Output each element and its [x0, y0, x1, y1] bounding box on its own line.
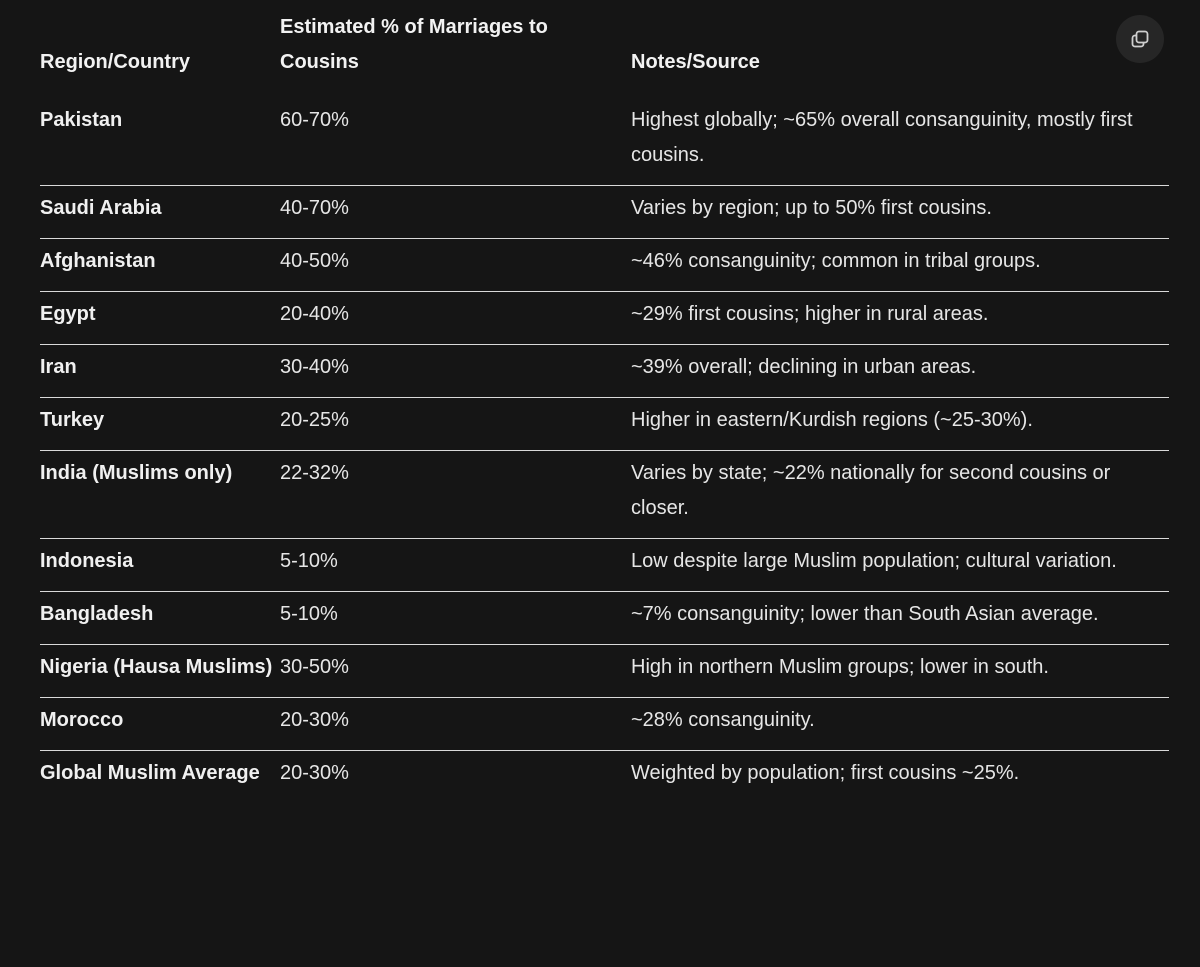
cell-estimate: 20-30% — [280, 698, 631, 751]
cell-region: Nigeria (Hausa Muslims) — [40, 645, 280, 698]
table-grid: Region/Country Estimated % of Marriages … — [40, 0, 1169, 803]
cell-estimate: 20-40% — [280, 292, 631, 345]
cell-estimate: 20-25% — [280, 398, 631, 451]
copy-button[interactable] — [1116, 15, 1164, 63]
cell-estimate: 5-10% — [280, 592, 631, 645]
cell-estimate: 60-70% — [280, 80, 631, 186]
cell-estimate: 22-32% — [280, 451, 631, 539]
cell-estimate: 5-10% — [280, 539, 631, 592]
cell-notes: Higher in eastern/Kurdish regions (~25-3… — [631, 398, 1169, 451]
cell-region: Saudi Arabia — [40, 186, 280, 239]
cell-region: Indonesia — [40, 539, 280, 592]
cell-estimate: 40-50% — [280, 239, 631, 292]
cell-region: Afghanistan — [40, 239, 280, 292]
cell-region: Pakistan — [40, 80, 280, 186]
cell-notes: Low despite large Muslim population; cul… — [631, 539, 1169, 592]
column-header-notes: Notes/Source — [631, 51, 760, 73]
cell-region: Morocco — [40, 698, 280, 751]
cell-notes: Highest globally; ~65% overall consangui… — [631, 80, 1169, 186]
cell-estimate: 20-30% — [280, 762, 349, 784]
cell-estimate: 30-50% — [280, 645, 631, 698]
cell-notes: Varies by region; up to 50% first cousin… — [631, 186, 1169, 239]
cell-region: Global Muslim Average — [40, 762, 260, 784]
cell-notes: Weighted by population; first cousins ~2… — [631, 762, 1020, 784]
cell-region: India (Muslims only) — [40, 451, 280, 539]
cell-region: Turkey — [40, 398, 280, 451]
data-table: Region/Country Estimated % of Marriages … — [40, 0, 1169, 803]
column-header-estimate: Estimated % of Marriages to Cousins — [280, 16, 548, 73]
cell-notes: ~7% consanguinity; lower than South Asia… — [631, 592, 1169, 645]
cell-notes: ~39% overall; declining in urban areas. — [631, 345, 1169, 398]
cell-notes: ~28% consanguinity. — [631, 698, 1169, 751]
cell-notes: High in northern Muslim groups; lower in… — [631, 645, 1169, 698]
column-header-region: Region/Country — [40, 51, 190, 73]
cell-region: Egypt — [40, 292, 280, 345]
cell-notes: Varies by state; ~22% nationally for sec… — [631, 451, 1169, 539]
cell-region: Bangladesh — [40, 592, 280, 645]
cell-region: Iran — [40, 345, 280, 398]
cell-notes: ~29% first cousins; higher in rural area… — [631, 292, 1169, 345]
cell-estimate: 30-40% — [280, 345, 631, 398]
cell-estimate: 40-70% — [280, 186, 631, 239]
copy-icon — [1131, 30, 1149, 48]
cell-notes: ~46% consanguinity; common in tribal gro… — [631, 239, 1169, 292]
